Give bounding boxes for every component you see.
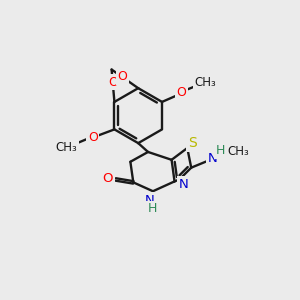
Text: O: O xyxy=(108,76,118,89)
Text: S: S xyxy=(188,136,197,150)
Text: N: N xyxy=(208,152,218,165)
Text: CH₃: CH₃ xyxy=(56,141,77,154)
Text: N: N xyxy=(178,178,188,191)
Text: CH₃: CH₃ xyxy=(227,146,249,158)
Text: N: N xyxy=(145,194,155,207)
Text: O: O xyxy=(117,70,127,83)
Text: CH₃: CH₃ xyxy=(194,76,216,89)
Text: H: H xyxy=(216,145,225,158)
Text: O: O xyxy=(177,85,187,99)
Text: H: H xyxy=(147,202,157,215)
Text: O: O xyxy=(103,172,113,185)
Text: O: O xyxy=(88,131,98,144)
